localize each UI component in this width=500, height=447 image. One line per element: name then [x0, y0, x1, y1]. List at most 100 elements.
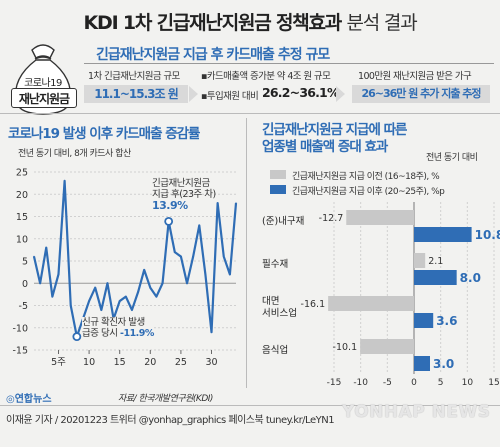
watermark: YONHAP NEWS [342, 402, 491, 422]
data-point [161, 282, 164, 285]
x-tick-label: -15 [327, 378, 342, 388]
legend-swatch-after [270, 185, 286, 194]
data-point [173, 251, 176, 253]
category-label: 필수재 [262, 258, 288, 270]
divider [0, 113, 500, 114]
bar-chart: -15 -10 -5 0 5 10 15 (준)내구재 -12.7 10.8 필수재 2.1 8.0 대면… [262, 202, 500, 388]
data-point [63, 180, 66, 182]
data-point [125, 295, 127, 298]
x-tick-label: 20 [144, 357, 156, 368]
x-tick-label: 25 [175, 357, 187, 368]
bar-after [414, 270, 457, 285]
y-tick-label: -15 [12, 346, 28, 357]
data-point [149, 286, 152, 289]
source: 자료/ 한국개발연구원(KDI) [118, 394, 213, 404]
y-tick-label: 20 [16, 190, 28, 201]
highlight-marker [164, 216, 174, 226]
x-tick-label: 0 [411, 378, 417, 388]
y-tick-label: 5 [22, 257, 28, 268]
x-tick-label: -10 [353, 378, 368, 388]
badge-line1: 코로나19 [24, 78, 62, 89]
data-point [222, 255, 225, 258]
bar-before-label: -12.7 [319, 213, 344, 224]
data-point [198, 224, 201, 227]
badge-tag: 재난지원금 [11, 88, 77, 108]
y-tick-label: 10 [16, 234, 28, 245]
y-tick-label: 0 [22, 279, 28, 290]
bar-before [328, 296, 414, 311]
bar-after [414, 313, 434, 328]
data-point [204, 273, 207, 276]
y-tick-label: -10 [12, 323, 28, 334]
data-point [186, 282, 188, 285]
data-point [45, 246, 48, 249]
data-point [210, 331, 213, 333]
data-point [235, 202, 237, 204]
data-point [118, 300, 121, 302]
data-point [51, 295, 54, 298]
data-point [137, 291, 139, 293]
divider [84, 63, 494, 64]
x-tick-label: 10 [462, 378, 474, 388]
bar-before [360, 339, 414, 354]
summary-heading: 긴급재난지원금 지급 후 카드매출 추정 규모 [96, 47, 330, 63]
data-point [94, 286, 97, 289]
left-panel-note: 전년 동기 대비, 8개 카드사 합산 [18, 149, 131, 159]
x-tick-label: 30 [205, 357, 217, 368]
arrow-icon [336, 86, 345, 102]
bar-after-label: 10.8 [475, 228, 500, 242]
x-tick-label: 15 [488, 378, 499, 388]
category-label: 음식업 [262, 344, 288, 356]
y-tick-label: 25 [16, 168, 28, 179]
credit: 이재윤 기자 / 20201223 트위터 @yonhap_graphics 페… [6, 415, 335, 426]
category-label: 서비스업 [262, 307, 297, 319]
data-point [88, 300, 90, 302]
bar-before [414, 253, 426, 268]
bar-after-label: 8.0 [460, 271, 481, 285]
summary-col1-value: 11.1~15.3조 원 [84, 85, 188, 103]
line-chart: -15 -10 -5 0 5 10 15 20 25 5주 10 15 20 25 30 [12, 168, 238, 368]
y-tick-label: 15 [16, 212, 28, 223]
summary-col3-value: 26~36만 원 추가 지출 추정 [352, 85, 490, 103]
data-point [216, 202, 219, 204]
data-point [69, 304, 72, 307]
x-tick-label: 5주 [51, 357, 66, 368]
page-title: KDI 1차 긴급재난지원금 정책효과 분석 결과 [83, 12, 418, 34]
badge-line2: 재난지원금 [18, 92, 70, 106]
highlight-marker [72, 332, 82, 342]
legend-before: 긴급재난지원금 지급 이전 (16~18주), % [292, 172, 440, 182]
right-panel-note: 전년 동기 대비 [426, 153, 478, 163]
legend-after: 긴급재난지원금 지급 이후 (20~25주), %p [292, 187, 445, 197]
data-point [106, 282, 109, 285]
data-point [143, 269, 145, 271]
left-panel-heading: 코로나19 발생 이후 카드매출 증감률 [8, 126, 200, 142]
data-point [57, 273, 60, 276]
divider [246, 118, 247, 388]
data-point [39, 282, 41, 285]
annotation-peak: 긴급재난지원금 지급 후(23주 차) 13.9% [152, 178, 216, 212]
summary-col2-caption2: ▪투입재원 대비 [201, 91, 259, 102]
bar-before-label: -10.1 [333, 342, 358, 353]
arrow-icon [189, 86, 198, 102]
bar-before [346, 210, 414, 225]
y-tick-label: -5 [19, 301, 28, 312]
data-point [192, 255, 194, 258]
x-tick-label: 5 [438, 378, 444, 388]
bar-after-label: 3.6 [436, 314, 457, 328]
summary-col1-caption: 1차 긴급재난지원금 규모 [88, 71, 180, 82]
summary-col2-value: 26.2~36.1% [262, 85, 339, 100]
data-point [131, 309, 133, 311]
bar-before-label: -16.1 [301, 299, 326, 310]
legend-swatch-before [270, 170, 286, 179]
bar-after [414, 227, 472, 242]
data-point [33, 255, 35, 258]
x-tick-label: 10 [83, 357, 95, 368]
bar-before-label: 2.1 [428, 256, 443, 267]
annotation-trough: 신규 확진자 발생 급증 당시 -11.9% [82, 317, 154, 339]
series-line [32, 179, 238, 338]
logo: ◎연합뉴스 [6, 394, 52, 405]
x-tick-label: -5 [383, 378, 392, 388]
bar-after [414, 356, 430, 371]
bar-after-label: 3.0 [433, 357, 454, 371]
category-label: (준)내구재 [262, 216, 304, 227]
